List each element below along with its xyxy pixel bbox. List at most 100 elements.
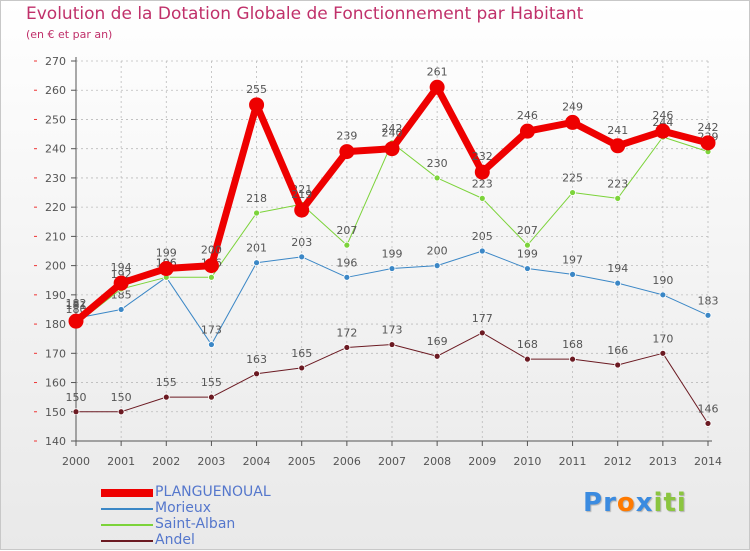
data-point-morieux: [704, 311, 712, 319]
x-tick-label: 2013: [649, 455, 677, 468]
legend-label-planguenoual: PLANGUENOUAL: [155, 484, 271, 500]
y-tick-label: 270: [45, 55, 66, 68]
data-point-andel: [298, 364, 306, 372]
legend-label-andel: Andel: [155, 532, 195, 548]
data-label-planguenoual: 194: [111, 261, 132, 274]
data-label-morieux: 205: [472, 230, 493, 243]
data-point-saint-alban: [478, 194, 486, 202]
data-label-andel: 163: [246, 353, 267, 366]
x-tick-label: 2006: [333, 455, 361, 468]
data-point-planguenoual: [610, 138, 626, 154]
data-point-morieux: [208, 341, 215, 348]
y-tick-label: 220: [45, 201, 66, 214]
data-point-andel: [478, 329, 486, 337]
data-label-planguenoual: 249: [562, 100, 583, 113]
series-planguenoual: 181 194 199 200 255 219 239 240 261 232 246 249 241 2…: [66, 65, 719, 329]
data-point-andel: [388, 341, 396, 348]
data-label-andel: 166: [607, 344, 628, 357]
legend-swatch-saint-alban: [101, 524, 153, 526]
x-tick-label: 2008: [423, 455, 451, 468]
data-label-morieux: 173: [201, 324, 222, 337]
data-point-andel: [704, 420, 712, 427]
data-label-saint-alban: 225: [562, 172, 583, 185]
x-tick-label: 2012: [604, 455, 632, 468]
data-label-planguenoual: 240: [382, 127, 403, 140]
data-label-planguenoual: 246: [517, 109, 538, 122]
logo-letter: x: [635, 488, 654, 518]
data-point-andel: [343, 344, 351, 351]
data-label-morieux: 201: [246, 242, 267, 255]
data-point-andel: [614, 361, 622, 369]
data-point-morieux: [524, 265, 531, 272]
x-tick-label: 2004: [243, 455, 271, 468]
x-tick-label: 2000: [62, 455, 90, 468]
data-label-planguenoual: 200: [201, 244, 222, 257]
x-tick-label: 2010: [513, 455, 541, 468]
data-point-morieux: [253, 259, 260, 267]
y-tick-label: 250: [45, 113, 66, 126]
data-label-morieux: 190: [652, 274, 673, 287]
data-label-morieux: 196: [336, 256, 357, 269]
logo-letter: r: [603, 488, 617, 518]
legend-item-morieux: Morieux: [101, 500, 361, 517]
data-point-saint-alban: [433, 174, 441, 182]
x-tick-label: 2011: [559, 455, 587, 468]
data-label-andel: 170: [652, 332, 673, 345]
y-tick-label: 260: [45, 84, 66, 97]
data-point-saint-alban: [524, 241, 531, 249]
data-label-saint-alban: 207: [517, 224, 538, 237]
data-label-andel: 169: [427, 335, 448, 348]
x-tick-label: 2014: [694, 455, 722, 468]
data-label-morieux: 200: [427, 245, 448, 258]
data-label-planguenoual: 232: [472, 150, 493, 163]
data-point-andel: [433, 352, 441, 360]
logo-letter: t: [663, 488, 677, 518]
data-point-andel: [569, 355, 576, 363]
data-point-planguenoual: [519, 123, 535, 139]
data-label-andel: 155: [201, 376, 222, 389]
data-point-planguenoual: [384, 141, 400, 157]
data-label-saint-alban: 242: [382, 122, 403, 135]
data-point-morieux: [614, 279, 622, 287]
x-tick-label: 2002: [152, 455, 180, 468]
data-label-saint-alban: 192: [111, 268, 132, 281]
data-point-planguenoual: [429, 79, 445, 95]
data-label-morieux: 203: [291, 236, 312, 249]
data-point-saint-alban: [614, 194, 622, 202]
data-point-andel: [659, 349, 667, 357]
data-point-planguenoual: [700, 135, 716, 151]
data-label-planguenoual: 199: [156, 247, 177, 260]
x-tick-label: 2005: [288, 455, 316, 468]
chart-legend: PLANGUENOUAL Morieux Saint-Alban Andel: [101, 484, 361, 549]
data-label-planguenoual: 219: [291, 188, 312, 201]
legend-item-planguenoual: PLANGUENOUAL: [101, 484, 361, 501]
data-label-andel: 172: [336, 326, 357, 339]
y-tick-label: 160: [45, 377, 66, 390]
data-point-planguenoual: [249, 97, 265, 113]
data-point-planguenoual: [203, 258, 219, 274]
data-point-planguenoual: [339, 144, 355, 160]
chart-subtitle: (en € et par an): [26, 28, 113, 41]
data-label-planguenoual: 261: [427, 65, 448, 78]
data-point-planguenoual: [294, 202, 310, 218]
data-point-morieux: [298, 253, 306, 261]
data-point-morieux: [659, 291, 667, 299]
logo-letter: o: [616, 488, 636, 518]
data-label-planguenoual: 255: [246, 83, 267, 96]
x-tick-label: 2003: [197, 455, 225, 468]
data-label-andel: 168: [562, 338, 583, 351]
data-label-andel: 173: [382, 324, 403, 337]
y-tick-label: 140: [45, 435, 66, 448]
data-label-planguenoual: 239: [336, 130, 357, 143]
data-label-saint-alban: 218: [246, 192, 267, 205]
legend-label-saint-alban: Saint-Alban: [155, 516, 236, 532]
data-point-andel: [208, 393, 215, 401]
data-label-saint-alban: 230: [427, 157, 448, 170]
data-point-saint-alban: [208, 273, 215, 281]
data-label-planguenoual: 241: [607, 124, 628, 137]
data-label-morieux: 199: [517, 248, 538, 261]
y-tick-label: 210: [45, 230, 66, 243]
data-point-planguenoual: [655, 123, 671, 139]
